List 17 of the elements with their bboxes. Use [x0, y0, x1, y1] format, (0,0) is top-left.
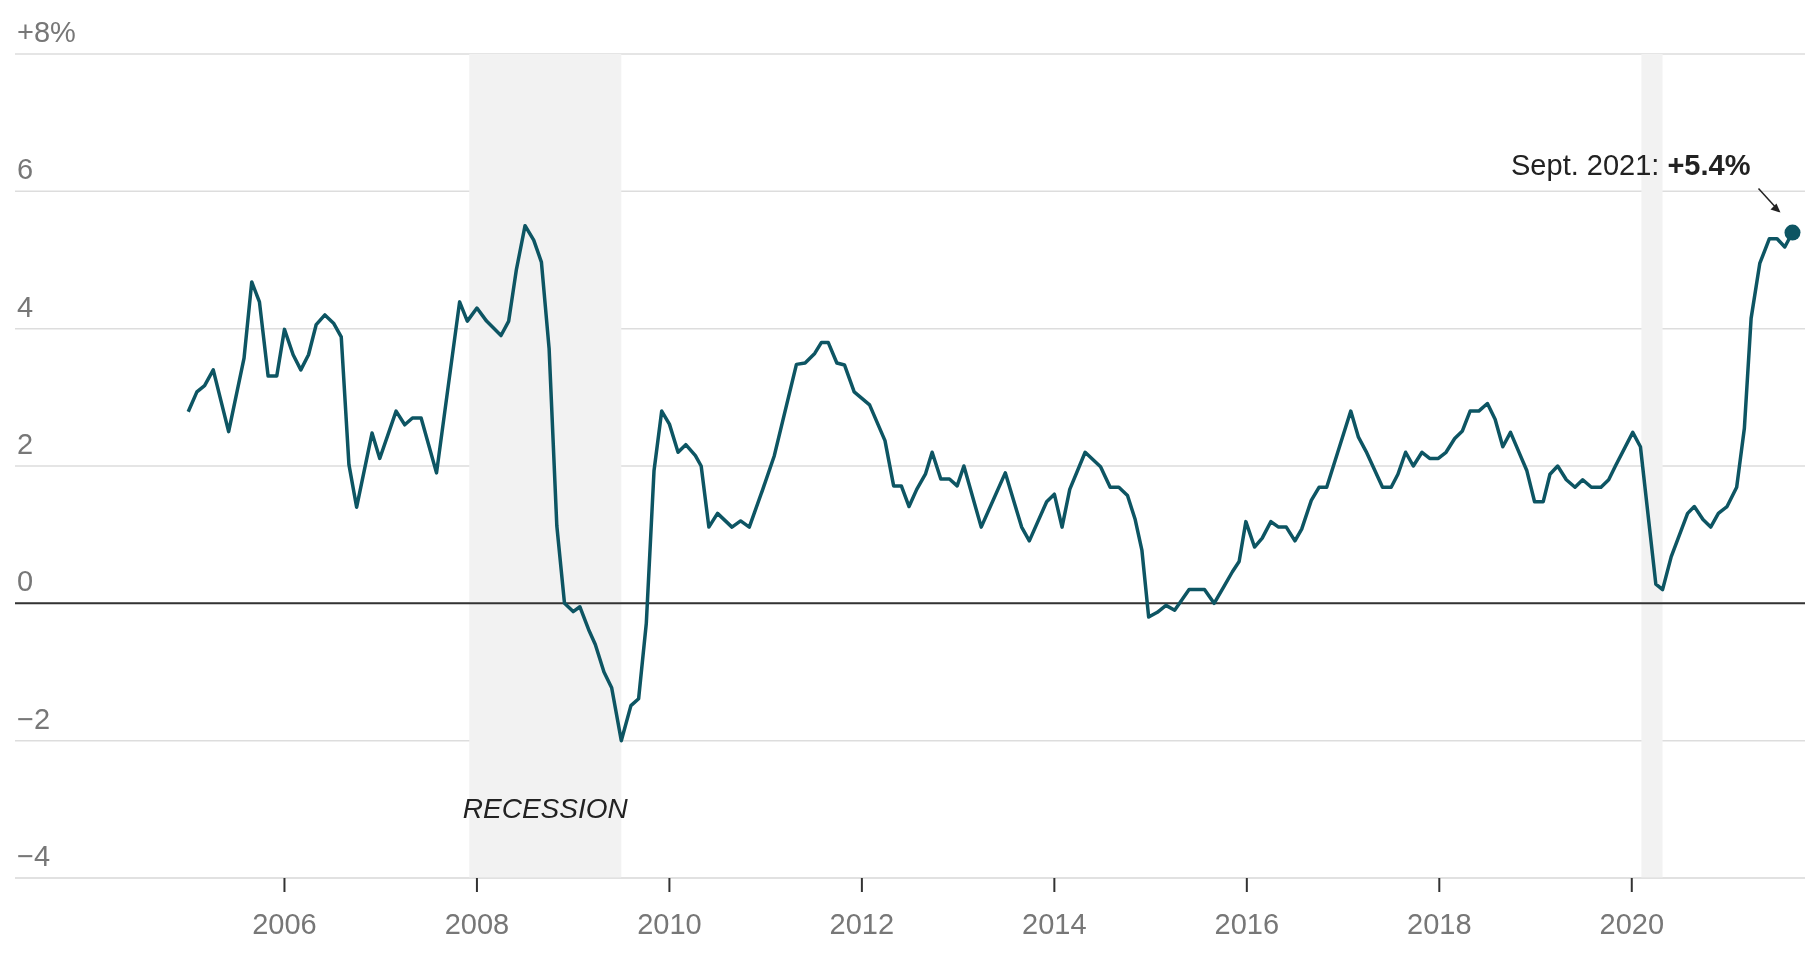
x-tick-label: 2018: [1407, 908, 1472, 940]
x-tick-label: 2008: [444, 908, 510, 940]
x-tick-label: 2010: [637, 908, 702, 940]
y-tick-label: −2: [17, 702, 51, 735]
x-tick-label: 2012: [829, 908, 895, 940]
y-tick-label: 4: [17, 290, 34, 323]
y-tick-label: −4: [17, 840, 51, 872]
y-tick-label: 6: [17, 153, 34, 186]
band-label: RECESSION: [462, 793, 629, 824]
y-tick-label: 0: [17, 565, 34, 598]
x-tick-label: 2016: [1214, 908, 1280, 940]
y-tick-label: +8%: [17, 16, 76, 48]
x-tick-label: 2014: [1022, 908, 1087, 940]
annotation: Sept. 2021: +5.4%: [1511, 148, 1751, 181]
x-tick-label: 2020: [1599, 908, 1665, 940]
y-tick-label: 2: [17, 428, 34, 460]
x-tick-label: 2006: [252, 908, 317, 940]
